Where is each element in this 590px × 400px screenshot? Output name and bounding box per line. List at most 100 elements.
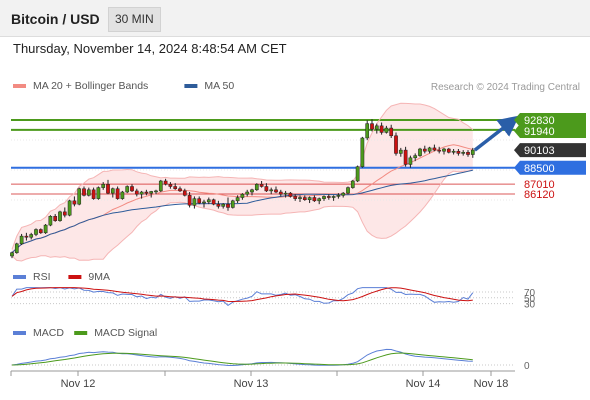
candle-body-down (312, 197, 317, 202)
price-tag-87010: 87010 (524, 179, 555, 191)
candle-body-up (58, 211, 62, 221)
candle (192, 196, 197, 209)
instrument-title: Bitcoin / USD (11, 11, 100, 27)
candle-body-down (24, 235, 29, 238)
price-tag-text: 88500 (524, 163, 555, 175)
price-tag-box (514, 143, 586, 158)
candle-body-down (62, 211, 67, 216)
candle-body-down (389, 127, 394, 137)
candle-body-up (346, 187, 350, 194)
main-legend-label: MA 50 (204, 80, 234, 92)
candle-body-up (202, 201, 206, 204)
candle (134, 188, 139, 197)
candle-body-up (48, 216, 53, 226)
bollinger-bands (12, 103, 473, 261)
candle-body-down (130, 186, 134, 192)
candle (163, 178, 168, 186)
candle (298, 195, 302, 202)
candle-body-up (398, 149, 403, 154)
candle (120, 190, 125, 200)
candle-body-up (360, 137, 365, 167)
candle-body-down (115, 188, 120, 199)
candle-body-up (67, 200, 72, 216)
candle (154, 189, 158, 195)
candle-body-down (259, 184, 264, 187)
price-tag-box (514, 113, 586, 127)
candle-body-down (82, 188, 86, 196)
candle-body-up (365, 123, 370, 139)
candle-body-down (264, 186, 269, 192)
candle (96, 186, 101, 200)
candle (53, 214, 58, 222)
candle-body-up (269, 189, 274, 192)
candle-body-up (413, 155, 418, 159)
candle-body-down (106, 184, 110, 194)
candle (197, 196, 202, 205)
candle (14, 242, 19, 254)
candle (370, 119, 374, 132)
candle (427, 146, 432, 154)
candle (274, 186, 278, 194)
main-legend-swatch (184, 84, 198, 88)
candle (346, 186, 350, 195)
price-tag-88500: 88500 (514, 160, 586, 175)
candle-body-down (163, 180, 168, 185)
candle-body-down (379, 125, 384, 133)
rsi-level-label: 70 (524, 288, 536, 299)
candle (230, 199, 235, 209)
candle-body-up (250, 189, 254, 193)
price-tag-90103: 90103 (514, 143, 586, 158)
candle (216, 200, 221, 209)
forecast-arrow-line (473, 115, 520, 152)
macd-legend-swatch (13, 331, 26, 335)
candle (58, 210, 62, 222)
candle-body-down (173, 186, 178, 189)
candle (403, 146, 408, 167)
candle-body-down (456, 150, 461, 154)
candle (389, 124, 394, 138)
candle-body-up (451, 150, 456, 153)
candle-body-up (96, 187, 101, 199)
candle-body-down (72, 200, 77, 205)
candle (77, 187, 82, 206)
candle-body-up (110, 188, 115, 194)
candle-body-up (77, 188, 82, 205)
candle (408, 155, 413, 168)
candle-body-up (427, 147, 432, 152)
candle (432, 144, 437, 152)
candle-body-up (230, 200, 235, 208)
candle (43, 223, 48, 234)
interval-button[interactable]: 30 MIN (108, 7, 161, 32)
candle (293, 194, 298, 201)
candle (470, 147, 475, 158)
candle-body-up (341, 192, 346, 196)
macd-legend-label: MACD Signal (94, 327, 157, 339)
candle (331, 195, 336, 201)
candle (456, 149, 461, 156)
candle (418, 147, 422, 157)
x-axis-label: Nov 18 (474, 378, 509, 390)
candle-body-down (432, 147, 437, 151)
candle-body-down (274, 189, 278, 193)
candle (302, 195, 307, 201)
candle-body-up (240, 193, 245, 198)
candle-body-down (370, 123, 374, 130)
candle-body-down (168, 184, 173, 187)
forecast-arrow (473, 115, 520, 152)
macd-signal-line (11, 352, 473, 366)
candle (29, 232, 34, 240)
macd-panel: 0 (11, 348, 530, 372)
candle-body-up (149, 191, 154, 194)
candle (168, 182, 173, 189)
candle (91, 187, 96, 200)
macd-zero-label: 0 (524, 361, 530, 372)
candle (250, 188, 254, 196)
rsi-legend-swatch (68, 275, 82, 279)
candle (379, 122, 384, 135)
candle-body-up (336, 195, 341, 197)
candle-body-up (101, 184, 106, 188)
candle (206, 197, 211, 205)
candlesticks (10, 119, 475, 259)
